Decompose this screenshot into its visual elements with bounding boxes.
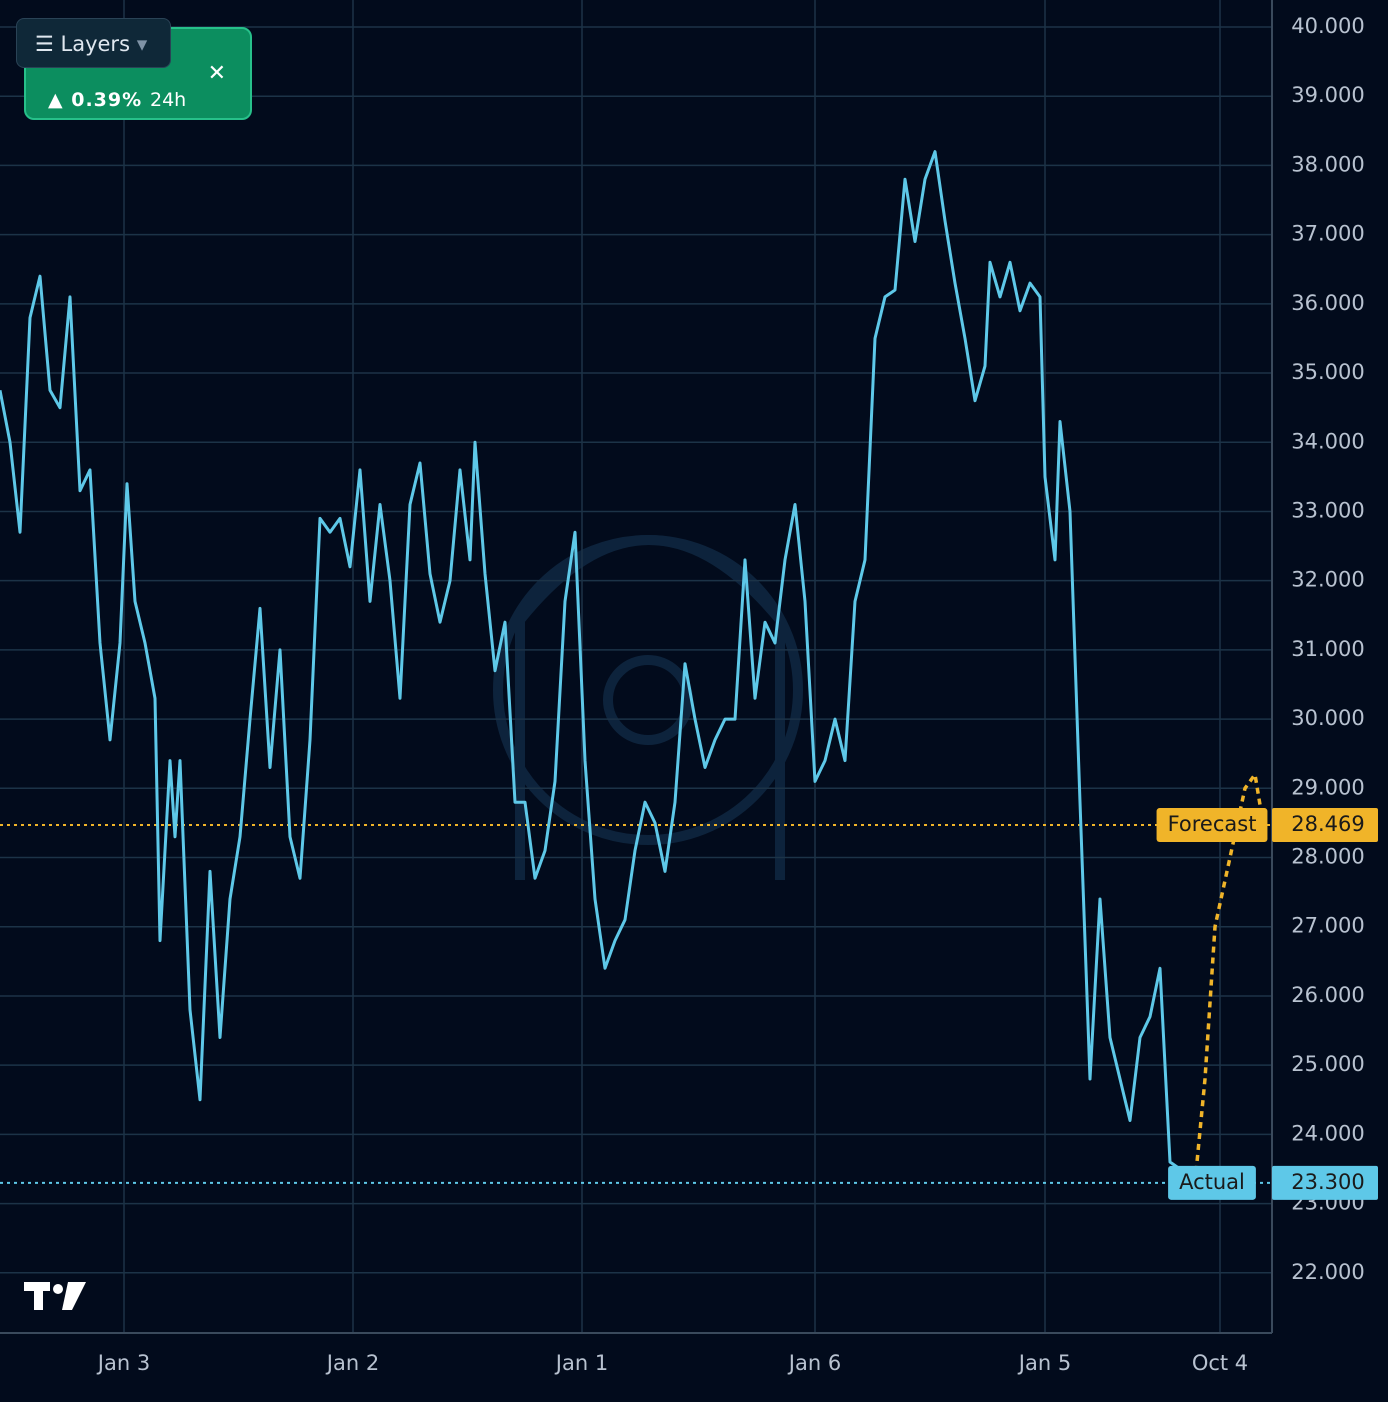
x-tick-label: Oct 4 (1192, 1351, 1248, 1375)
y-tick-label: 31.000 (1291, 637, 1364, 661)
y-tick-label: 37.000 (1291, 222, 1364, 246)
y-tick-label: 40.000 (1291, 14, 1364, 38)
y-tick-label: 36.000 (1291, 291, 1364, 315)
period: 24h (150, 89, 187, 111)
reference-label: Forecast (1168, 812, 1257, 836)
tv-logo (24, 1282, 86, 1310)
value-box (1272, 1165, 1378, 1200)
y-tick-label: 34.000 (1291, 429, 1364, 453)
y-tick-label: 39.000 (1291, 83, 1364, 107)
y-tick-label: 38.000 (1291, 152, 1364, 176)
layers-label: Layers (60, 32, 131, 56)
watermark (493, 535, 803, 880)
price-tag: Forecast 28.469 (1156, 808, 1378, 843)
reference-value: 28.469 (1291, 812, 1364, 836)
y-tick-label: 35.000 (1291, 360, 1364, 384)
change: ▲ 0.39% (48, 89, 143, 111)
y-tick-label: 33.000 (1291, 498, 1364, 522)
value-box (1272, 808, 1378, 843)
y-tick-label: 22.000 (1291, 1260, 1364, 1284)
y-tick-label: 25.000 (1291, 1052, 1364, 1076)
x-tick-label: Jan 2 (325, 1351, 379, 1375)
close-button[interactable]: ✕ (207, 61, 226, 86)
label-box (1168, 1165, 1256, 1200)
reference-value: 23.300 (1291, 1170, 1364, 1194)
y-tick-label: 30.000 (1291, 706, 1364, 730)
change-value: 0.39% (71, 89, 143, 111)
label-box (1156, 808, 1268, 843)
x-tick-label: Jan 3 (96, 1351, 150, 1375)
reference-label: Actual (1179, 1170, 1245, 1194)
y-tick-label: 28.000 (1291, 845, 1364, 869)
y-tick-label: 27.000 (1291, 914, 1364, 938)
x-tick-label: Jan 1 (554, 1351, 608, 1375)
y-tick-label: 29.000 (1291, 775, 1364, 799)
x-tick-label: Jan 5 (1017, 1351, 1071, 1375)
y-tick-label: 24.000 (1291, 1121, 1364, 1145)
line-series (1193, 772, 1265, 1183)
line-series (0, 150, 1195, 1185)
price-tag: Actual 23.300 (1168, 1165, 1378, 1200)
layers-button[interactable]: ☰ Layers ▾ (16, 18, 171, 68)
y-tick-label: 32.000 (1291, 568, 1364, 592)
x-tick-label: Jan 6 (787, 1351, 841, 1375)
y-tick-label: 26.000 (1291, 983, 1364, 1007)
